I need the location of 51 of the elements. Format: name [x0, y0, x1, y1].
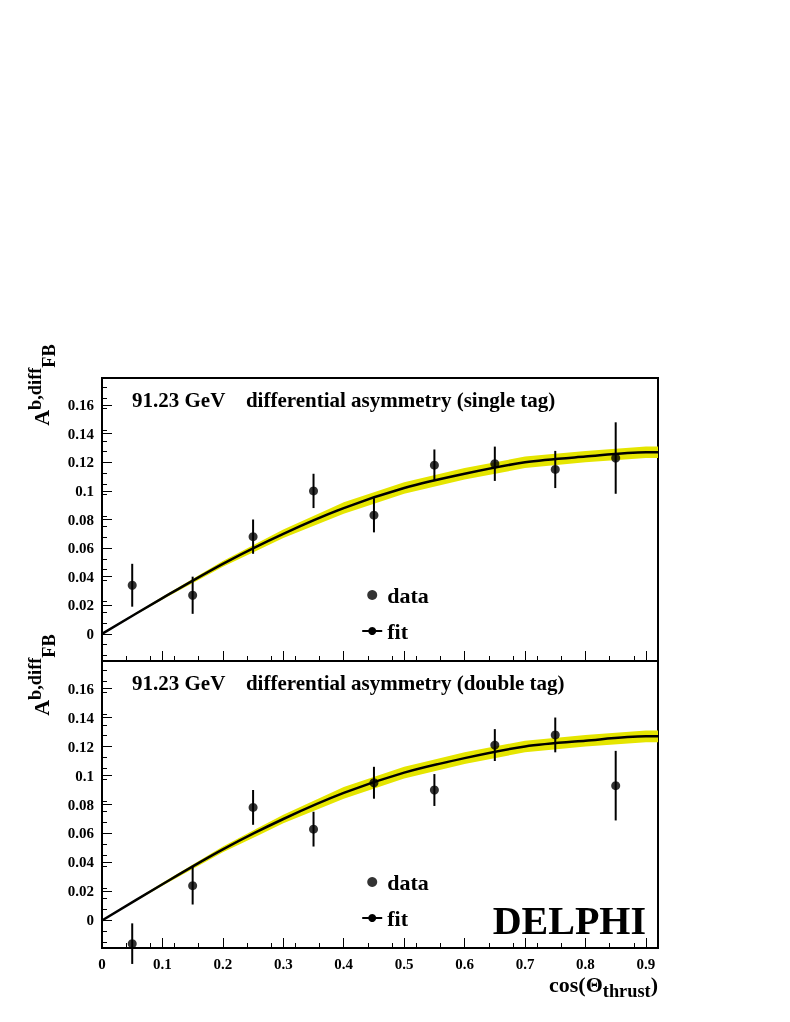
- y-tick-label: 0.1: [75, 482, 94, 499]
- y-tick-label: 0: [86, 912, 94, 929]
- point: [429, 785, 439, 795]
- y-tick-label: 0: [86, 625, 94, 642]
- y-tick-label: 0.14: [67, 425, 95, 442]
- point: [429, 460, 439, 470]
- y-tick-label: 0.1: [75, 767, 94, 784]
- point: [550, 730, 560, 740]
- x-tick-label: 0.1: [153, 955, 172, 972]
- x-tick-label: 0.7: [515, 955, 535, 972]
- y-tick-label: 0.16: [67, 397, 95, 414]
- y-tick-label: 0.12: [67, 738, 94, 755]
- point: [309, 824, 319, 834]
- x-tick-label: 0.8: [576, 955, 595, 972]
- y-tick-label: 0.06: [67, 825, 95, 842]
- x-tick-label: 0.4: [334, 955, 354, 972]
- point: [369, 510, 379, 520]
- y-tick-label: 0.14: [67, 709, 95, 726]
- y-tick-label: 0.02: [67, 883, 94, 900]
- text: 91.23 GeV differential asymmetry (double tag): [132, 670, 565, 695]
- y-tick-label: 0.04: [67, 568, 95, 585]
- point: [248, 532, 258, 542]
- x-tick-label: 0.2: [213, 955, 233, 972]
- y-tick-label: 0.06: [67, 540, 95, 557]
- y-tick-label: 0.08: [67, 511, 94, 528]
- x-axis-title: cos(Θ$_{thrust}$): [549, 972, 658, 1002]
- point: [188, 590, 198, 600]
- x-tick-label: 0: [98, 955, 106, 972]
- x-tick-label: 0.9: [636, 955, 656, 972]
- y-tick-label: 0.02: [67, 597, 94, 614]
- point: [248, 802, 258, 812]
- point: [550, 464, 560, 474]
- legend-label: fit: [387, 905, 409, 931]
- point: [611, 781, 621, 791]
- point: [188, 881, 198, 891]
- legend-label: data: [387, 869, 429, 895]
- point: [369, 778, 379, 788]
- legend-label: data: [387, 582, 429, 608]
- text: 91.23 GeV differential asymmetry (single tag): [132, 387, 556, 412]
- x-tick-label: 0.3: [273, 955, 293, 972]
- legend-label: fit: [387, 618, 409, 644]
- x-tick-label: 0.5: [394, 955, 414, 972]
- point: [309, 486, 319, 496]
- y-tick-label: 0.04: [67, 854, 95, 871]
- y-tick-label: 0.16: [67, 680, 95, 697]
- point: [490, 740, 500, 750]
- annotation: DELPHI: [492, 897, 646, 943]
- x-tick-label: 0.6: [455, 955, 475, 972]
- y-tick-label: 0.12: [67, 454, 94, 471]
- y-tick-label: 0.08: [67, 796, 94, 813]
- point: [127, 580, 137, 590]
